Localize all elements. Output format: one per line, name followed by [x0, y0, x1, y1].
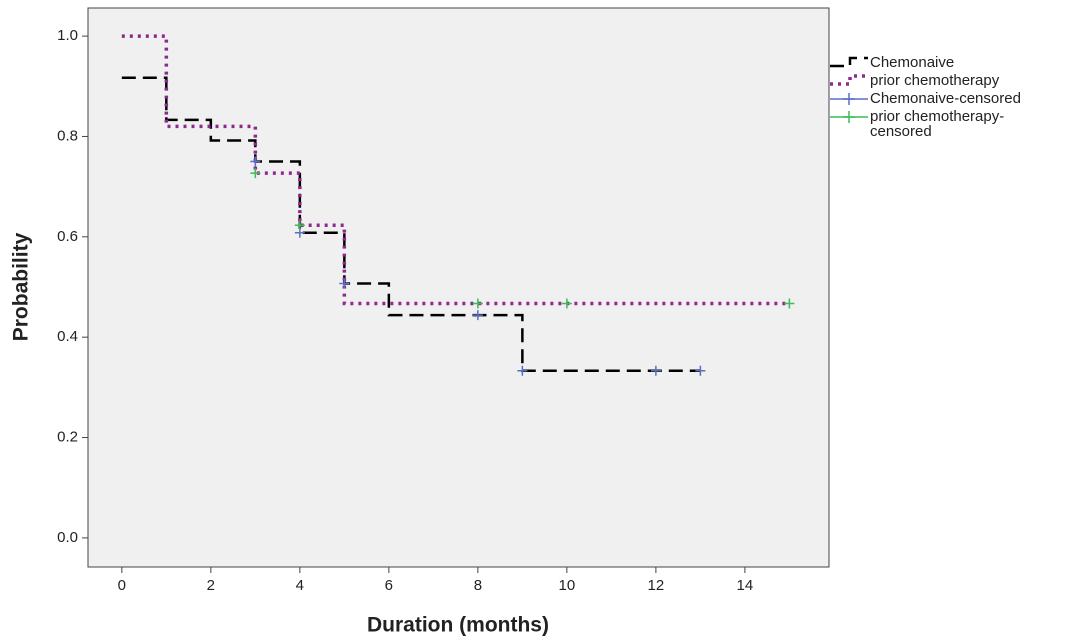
- censor-mark: [650, 365, 661, 376]
- legend-icon: [830, 93, 868, 105]
- x-tick-label: 12: [648, 577, 665, 594]
- legend-item: prior chemotherapy-censored: [828, 108, 1038, 139]
- x-tick-label: 2: [207, 577, 215, 594]
- legend-label: prior chemotherapy-censored: [870, 108, 1005, 140]
- plot-area: [87, 7, 830, 568]
- censor-mark: [294, 220, 305, 231]
- legend-item: prior chemotherapy: [828, 72, 1038, 90]
- x-tick-label: 10: [559, 577, 576, 594]
- x-tick-label: 4: [296, 577, 304, 594]
- legend-item: Chemonaive-censored: [828, 90, 1038, 108]
- censor-mark: [517, 365, 528, 376]
- legend-item: Chemonaive: [828, 54, 1038, 72]
- legend-icon: [830, 74, 868, 86]
- censor-mark: [561, 298, 572, 309]
- legend-marker: [843, 93, 855, 105]
- y-tick-label: 0.2: [57, 429, 78, 446]
- survival-line: [121, 76, 701, 373]
- y-axis-label: Probability: [10, 232, 33, 341]
- y-tick-label: 1.0: [57, 27, 78, 44]
- censor-mark: [250, 156, 261, 167]
- y-tick-label: 0.6: [57, 228, 78, 245]
- x-tick-label: 14: [737, 577, 754, 594]
- legend-icon: [830, 56, 868, 68]
- censor-mark: [784, 298, 795, 309]
- legend-label: Chemonaive-censored: [870, 90, 1021, 107]
- censor-mark: [695, 365, 706, 376]
- x-axis-label: Duration (months): [367, 614, 549, 637]
- censor-mark: [472, 298, 483, 309]
- legend-label: Chemonaive: [870, 54, 955, 71]
- y-tick-label: 0.8: [57, 127, 78, 144]
- y-tick-label: 0.4: [57, 328, 78, 345]
- legend-line: [830, 74, 868, 86]
- legend-marker: [843, 111, 855, 123]
- legend: Chemonaive prior chemotherapy Chemonaive-c…: [828, 54, 1038, 139]
- censor-mark: [472, 310, 483, 321]
- legend-line: [830, 56, 868, 68]
- survival-line: [121, 34, 790, 306]
- censor-mark: [339, 278, 350, 289]
- y-tick-label: 0.0: [57, 529, 78, 546]
- x-tick-label: 6: [385, 577, 393, 594]
- x-tick-label: 8: [474, 577, 482, 594]
- censor-mark: [250, 168, 261, 179]
- legend-label: prior chemotherapy: [870, 72, 1000, 89]
- legend-icon: [830, 111, 868, 123]
- x-tick-label: 0: [118, 577, 126, 594]
